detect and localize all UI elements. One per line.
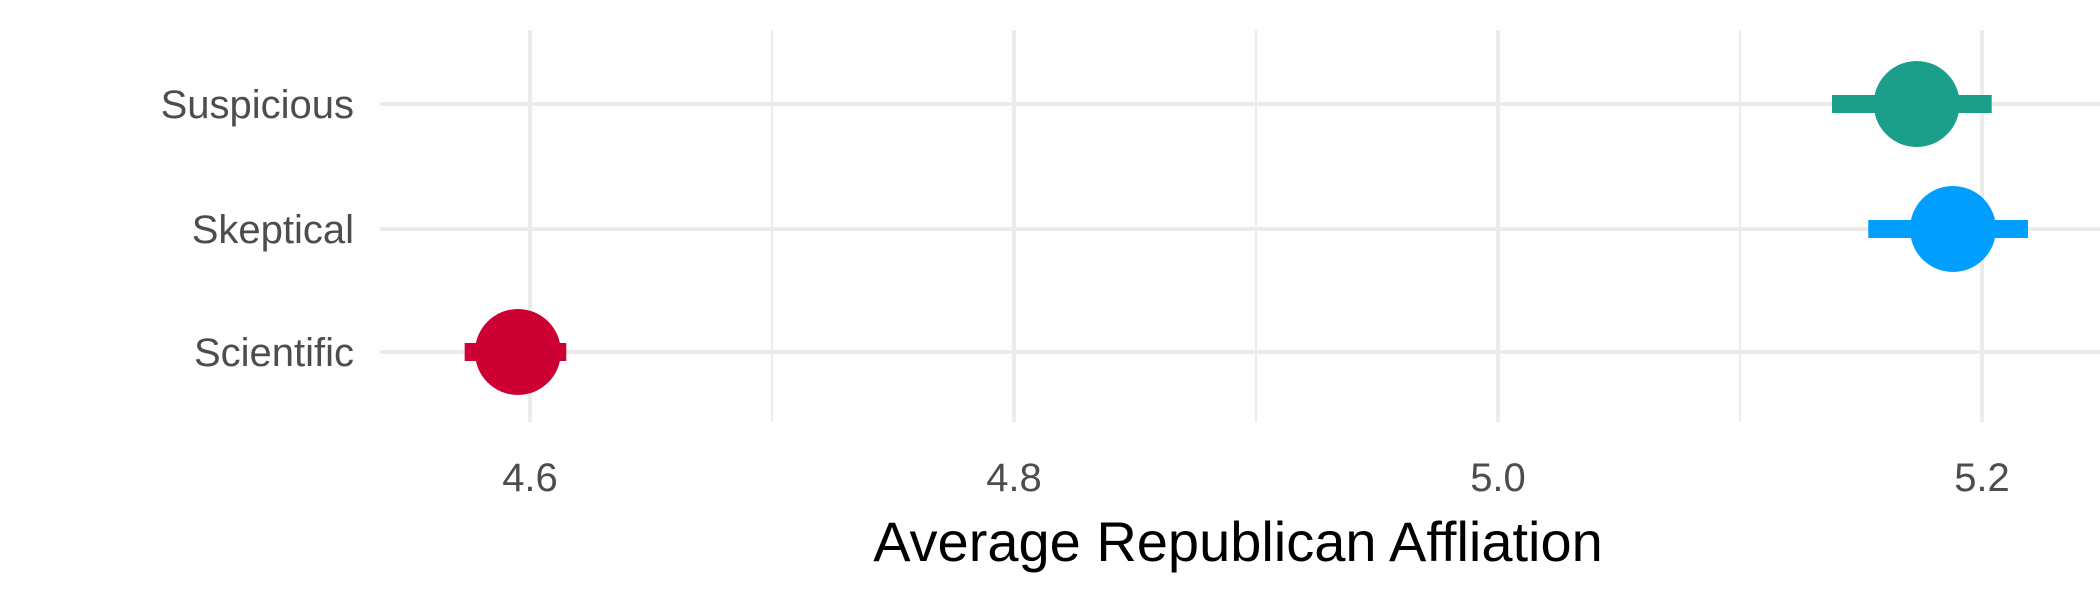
x-tick-label: 4.8: [986, 456, 1042, 500]
y-tick-label: Skeptical: [192, 208, 354, 252]
y-tick-label: Suspicious: [161, 83, 354, 127]
labels-layer: Suspicious Skeptical Scientific 4.6 4.8 5.0 5.…: [161, 83, 2010, 500]
data-point: [1873, 61, 1960, 147]
grid-layer: [380, 30, 2100, 422]
data-point: [474, 309, 561, 395]
x-tick-label: 5.2: [1954, 456, 2010, 500]
x-axis-title: Average Republican Affliation: [873, 510, 1603, 573]
x-tick-label: 4.6: [502, 456, 558, 500]
x-tick-label: 5.0: [1470, 456, 1526, 500]
y-tick-label: Scientific: [194, 331, 354, 375]
marks-layer: [464, 61, 2028, 395]
data-point: [1909, 186, 1996, 272]
